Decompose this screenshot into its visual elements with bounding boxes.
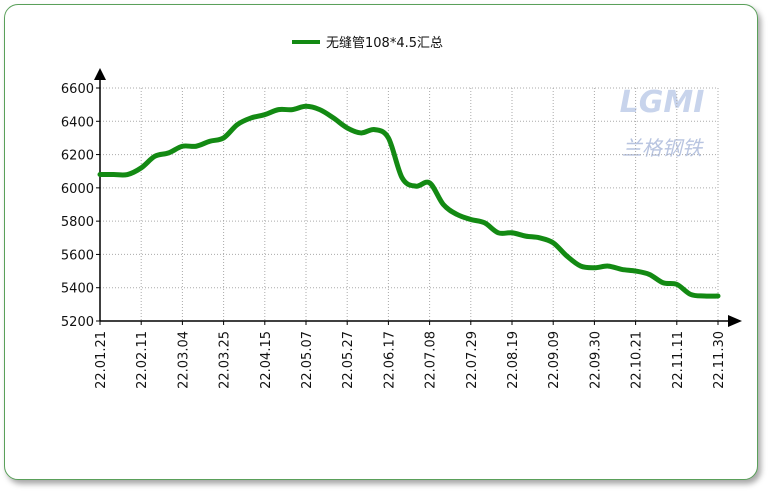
x-tick-label: 22.03.04 xyxy=(176,331,191,389)
x-tick-label: 22.06.17 xyxy=(382,331,397,389)
y-tick-label: 6600 xyxy=(61,82,94,97)
x-tick-label: 22.07.29 xyxy=(465,331,480,389)
x-tick-label: 22.07.08 xyxy=(424,331,439,389)
x-tick-label: 22.02.11 xyxy=(135,331,150,389)
x-tick-label: 22.01.21 xyxy=(94,331,109,389)
y-tick-label: 5800 xyxy=(61,215,94,230)
logo: LGMI xyxy=(620,85,705,120)
x-tick-label: 22.08.19 xyxy=(506,331,521,389)
logo-subtext: 兰格钢铁 xyxy=(622,136,704,160)
x-tick-label: 22.09.09 xyxy=(547,331,562,389)
x-tick-label: 22.09.30 xyxy=(588,331,603,389)
x-tick-label: 22.04.15 xyxy=(259,331,274,389)
x-tick-label: 22.05.07 xyxy=(300,331,315,389)
series-line xyxy=(97,103,721,299)
chart-card xyxy=(4,4,758,480)
legend-label: 无缝管108*4.5汇总 xyxy=(326,36,443,51)
y-tick-label: 5200 xyxy=(61,315,94,330)
y-tick-label: 5600 xyxy=(61,248,94,263)
x-tick-label: 22.11.11 xyxy=(671,331,686,389)
y-tick-label: 6000 xyxy=(61,182,94,197)
y-tick-label: 5400 xyxy=(61,282,94,297)
x-tick-label: 22.05.27 xyxy=(341,331,356,389)
x-axis-arrow xyxy=(728,315,742,327)
x-tick-label: 22.03.25 xyxy=(218,331,233,389)
x-tick-label: 22.11.30 xyxy=(712,331,727,389)
y-tick-label: 6200 xyxy=(61,149,94,164)
y-axis-arrow xyxy=(94,68,106,80)
x-tick-label: 22.10.21 xyxy=(630,331,645,389)
y-tick-label: 6400 xyxy=(61,115,94,130)
